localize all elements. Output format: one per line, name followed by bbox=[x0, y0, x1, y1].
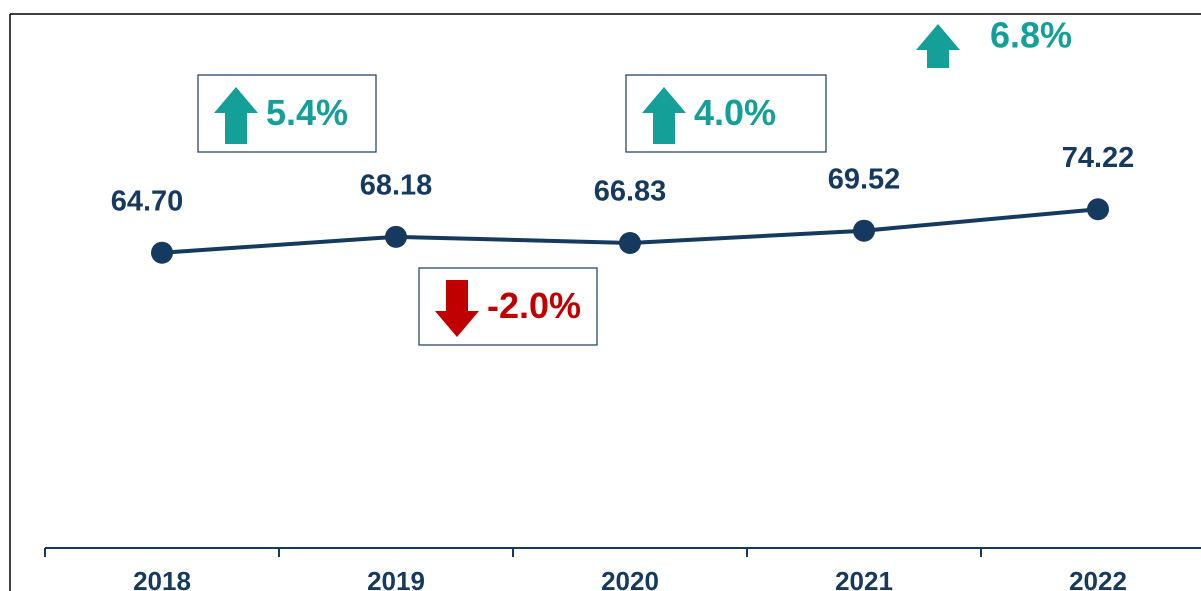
x-tick-label: 2020 bbox=[601, 566, 659, 591]
data-label: 66.83 bbox=[594, 176, 667, 208]
annotation-arrow bbox=[642, 87, 686, 144]
point bbox=[151, 241, 173, 264]
x-tick-label: 2021 bbox=[835, 566, 893, 591]
annotation-text: 5.4% bbox=[266, 92, 348, 133]
point bbox=[619, 231, 641, 254]
x-tick-label: 2018 bbox=[133, 566, 191, 591]
annotation-text: 4.0% bbox=[694, 92, 776, 133]
point bbox=[853, 219, 875, 242]
annotation-box bbox=[418, 267, 598, 346]
x-tick-label: 2019 bbox=[367, 566, 425, 591]
point bbox=[385, 225, 407, 248]
data-label: 64.70 bbox=[111, 185, 184, 217]
annotation-box bbox=[197, 74, 377, 153]
annotation-arrow bbox=[916, 24, 960, 68]
point bbox=[1087, 198, 1109, 221]
data-label: 69.52 bbox=[828, 163, 901, 195]
annotation-arrow bbox=[435, 280, 479, 337]
annotation-text: 6.8% bbox=[990, 15, 1072, 56]
annotation-box bbox=[625, 74, 827, 153]
x-tick-label: 2022 bbox=[1069, 566, 1127, 591]
data-label: 68.18 bbox=[360, 169, 433, 201]
data-label: 74.22 bbox=[1062, 142, 1135, 174]
annotation-text: -2.0% bbox=[487, 285, 581, 326]
annotation-arrow bbox=[214, 87, 258, 144]
